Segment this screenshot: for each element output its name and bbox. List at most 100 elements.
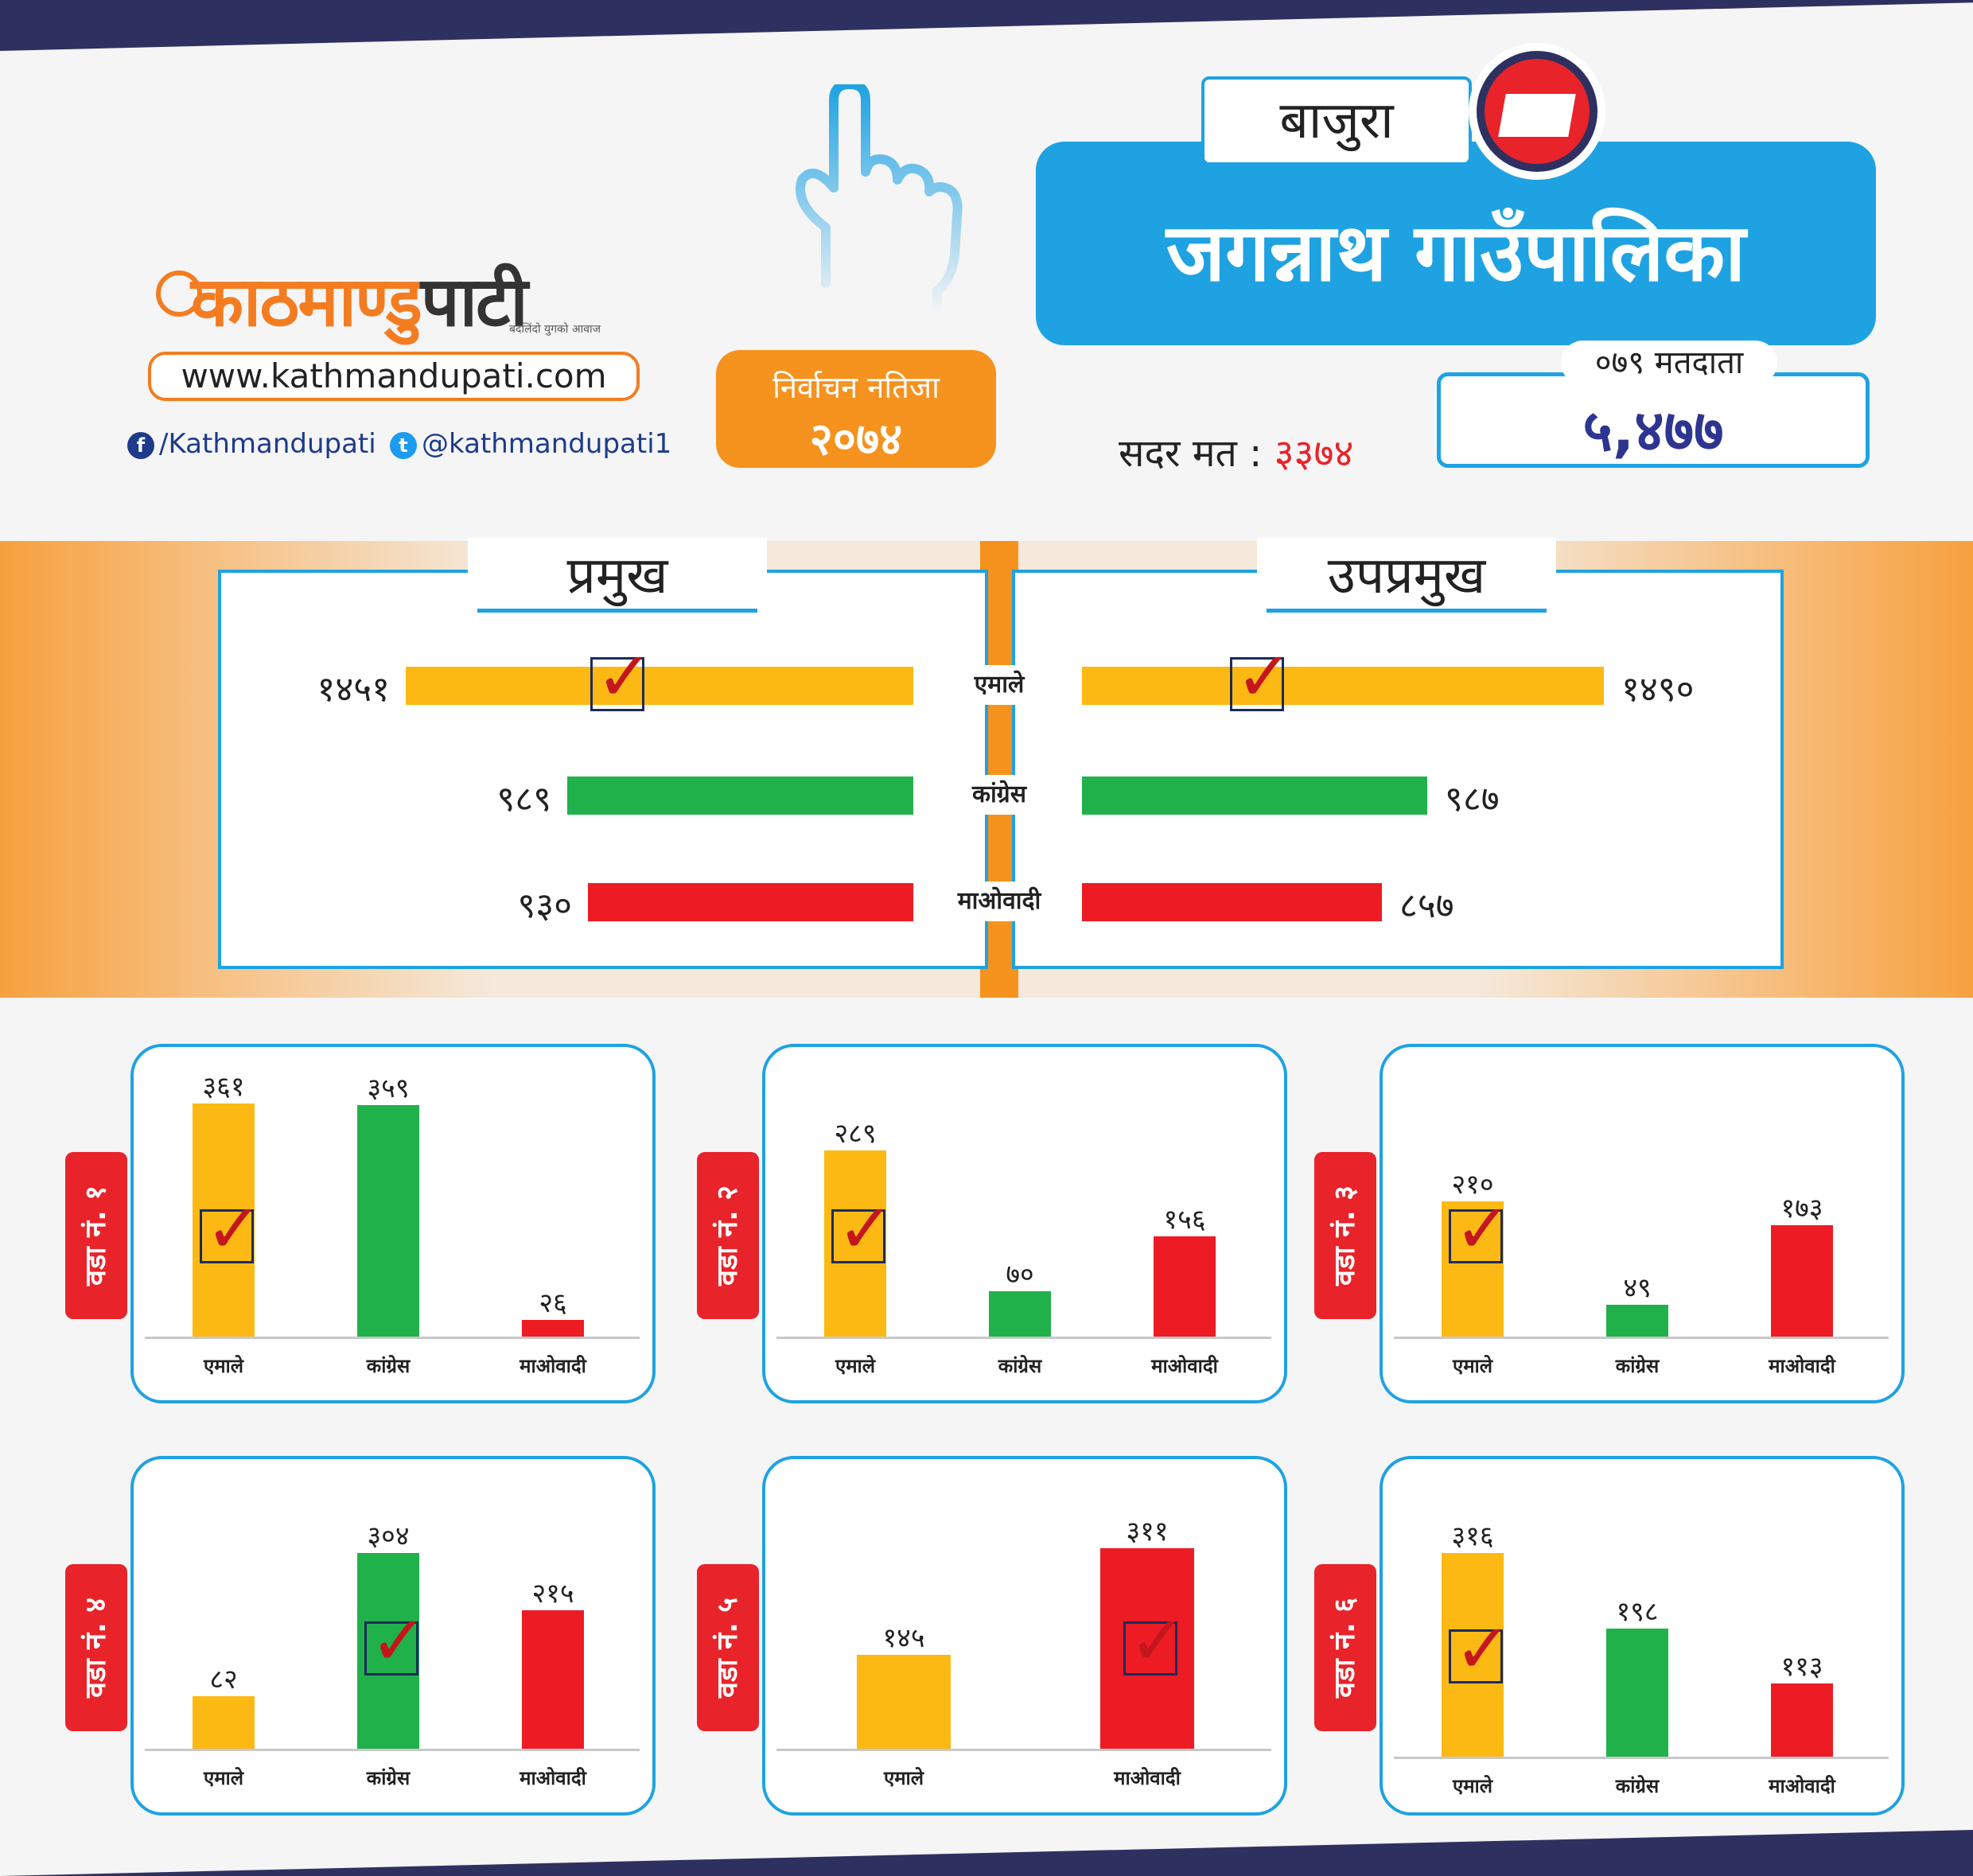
ward-5-value-maoist: ३११ — [1126, 1516, 1169, 1547]
ward-2-bar-maoist — [1154, 1236, 1216, 1337]
top-band — [0, 0, 1973, 51]
ward-6-bar-uml — [1442, 1553, 1504, 1757]
ward-baseline-2 — [776, 1337, 1271, 1339]
party-label-congress: कांग्रेस — [942, 775, 1057, 815]
ward-label-4: वडा नं. ४ — [80, 1597, 112, 1699]
checkmark-icon: ✓ — [364, 1607, 427, 1676]
ward-1-value-congress: ३५९ — [367, 1072, 410, 1104]
website-link[interactable]: www.kathmandupati.com — [148, 352, 640, 401]
election-year: २०७४ — [809, 414, 903, 465]
deputy-title: उपप्रमुख — [1257, 538, 1556, 617]
hbar-deputy-maoist — [1082, 883, 1382, 921]
ward-tab-5: वडा नं. ५ — [697, 1564, 759, 1731]
ward-3-value-congress: ४९ — [1623, 1272, 1652, 1304]
checkmark-tick: ✓ — [1454, 1609, 1512, 1689]
checkmark-tick: ✓ — [1454, 1189, 1512, 1269]
facebook-handle: /Kathmandupati — [159, 428, 376, 460]
twitter-handle: @kathmandupati1 — [422, 428, 672, 460]
ward-3-category-uml: एमाले — [1452, 1355, 1493, 1377]
hbar-deputy-value-uml: १४९० — [1621, 669, 1695, 710]
ward-tab-6: वडा नं. ६ — [1314, 1564, 1376, 1731]
ward-1-bar-congress — [357, 1105, 419, 1337]
ward-tab-1: वडा नं. १ — [65, 1152, 127, 1319]
deputy-title-underline — [1267, 609, 1547, 613]
bottom-band — [0, 1830, 1973, 1876]
logo: काठमाण्डुपाटी — [191, 253, 528, 346]
facebook-link[interactable]: f/Kathmandupati — [127, 428, 376, 460]
ward-tab-2: वडा नं. २ — [697, 1152, 759, 1319]
checkmark-icon: ✓ — [200, 1195, 263, 1263]
hbar-chief-value-congress: ९८९ — [496, 779, 551, 819]
ward-2-value-maoist: १५६ — [1163, 1204, 1206, 1236]
ward-tab-3: वडा नं. ३ — [1314, 1152, 1376, 1319]
ward-2-category-congress: कांग्रेस — [998, 1355, 1042, 1377]
ward-5-bar-maoist — [1100, 1548, 1194, 1749]
ward-2-category-maoist: माओवादी — [1151, 1355, 1218, 1377]
hbar-deputy-uml — [1082, 667, 1604, 705]
ward-3-bar-congress — [1606, 1305, 1668, 1337]
ward-baseline-6 — [1394, 1757, 1889, 1759]
checkmark-tick: ✓ — [370, 1602, 428, 1681]
district-title: बाजुरा — [1201, 76, 1472, 165]
chief-title-underline — [477, 609, 757, 613]
ward-2-bar-congress — [989, 1291, 1051, 1337]
ward-4-category-uml: एमाले — [203, 1767, 244, 1789]
ward-4-category-maoist: माओवादी — [520, 1767, 586, 1789]
checkmark-tick: ✓ — [596, 637, 654, 717]
ward-6-bar-maoist — [1771, 1683, 1833, 1757]
ward-1-category-maoist: माओवादी — [520, 1355, 586, 1377]
ward-1-category-uml: एमाले — [203, 1355, 244, 1377]
ward-6-value-congress: १९८ — [1616, 1596, 1659, 1628]
hbar-chief-congress — [567, 776, 913, 815]
ward-card-5 — [762, 1456, 1287, 1816]
ward-4-bar-uml — [193, 1696, 255, 1749]
hbar-deputy-value-congress: ९८७ — [1445, 779, 1500, 819]
ward-5-bar-uml — [857, 1655, 951, 1749]
checkmark-tick: ✓ — [837, 1189, 895, 1269]
ward-3-category-maoist: माओवादी — [1769, 1355, 1835, 1377]
ward-5-category-maoist: माओवादी — [1114, 1767, 1181, 1789]
checkmark-tick: ✓ — [1129, 1602, 1187, 1681]
checkmark-icon: ✓ — [831, 1195, 894, 1263]
ward-label-1: वडा नं. १ — [80, 1185, 112, 1286]
ward-6-bar-congress — [1606, 1629, 1668, 1757]
hbar-deputy-value-maoist: ८५७ — [1399, 885, 1454, 926]
ward-4-value-maoist: २१५ — [531, 1578, 574, 1609]
ward-3-value-maoist: १७३ — [1780, 1193, 1823, 1224]
valid-votes: सदर मत : ३३७४ — [1119, 426, 1353, 478]
twitter-link[interactable]: t @kathmandupati1 — [390, 428, 671, 460]
ward-baseline-1 — [145, 1337, 640, 1339]
finger-vote-icon — [796, 84, 963, 315]
logo-accent: पाटी — [420, 263, 528, 342]
facebook-icon: f — [127, 431, 154, 459]
party-label-maoist: माओवादी — [942, 882, 1057, 921]
hbar-chief-value-maoist: ९३० — [517, 885, 572, 926]
voters-value: ५,४७७ — [1582, 397, 1724, 464]
hbar-deputy-congress — [1082, 776, 1427, 815]
ward-2-category-uml: एमाले — [835, 1355, 876, 1377]
logo-main: काठमाण्डु — [191, 263, 422, 342]
checkmark-icon: ✓ — [590, 643, 653, 711]
logo-tagline: बदलिंदो युगको आवाज — [509, 323, 601, 336]
ward-1-value-uml: ३६१ — [202, 1071, 245, 1103]
ward-5-value-uml: १४५ — [882, 1622, 925, 1654]
ballot-paper-icon — [1498, 94, 1576, 137]
ward-tab-4: वडा नं. ४ — [65, 1564, 127, 1731]
ward-4-value-congress: ३०४ — [367, 1520, 410, 1552]
hbar-chief-value-uml: १४५१ — [317, 669, 390, 710]
ward-6-category-congress: कांग्रेस — [1615, 1775, 1660, 1797]
ward-6-category-maoist: माओवादी — [1769, 1775, 1835, 1797]
ward-3-bar-maoist — [1771, 1225, 1833, 1337]
ward-label-5: वडा नं. ५ — [711, 1597, 744, 1699]
valid-votes-value: ३३७४ — [1274, 431, 1354, 476]
hbar-chief-maoist — [588, 883, 913, 921]
checkmark-tick: ✓ — [205, 1189, 263, 1269]
voters-label: ०७९ मतदाता — [1561, 341, 1777, 385]
election-label: निर्वाचन नतिजा — [772, 370, 940, 405]
checkmark-icon: ✓ — [1449, 1195, 1512, 1263]
ward-label-3: वडा नं. ३ — [1329, 1185, 1361, 1286]
ward-4-bar-congress — [357, 1553, 419, 1749]
ward-1-bar-uml — [193, 1103, 255, 1337]
ward-6-value-maoist: ११३ — [1780, 1651, 1823, 1683]
ward-1-bar-maoist — [522, 1320, 584, 1337]
